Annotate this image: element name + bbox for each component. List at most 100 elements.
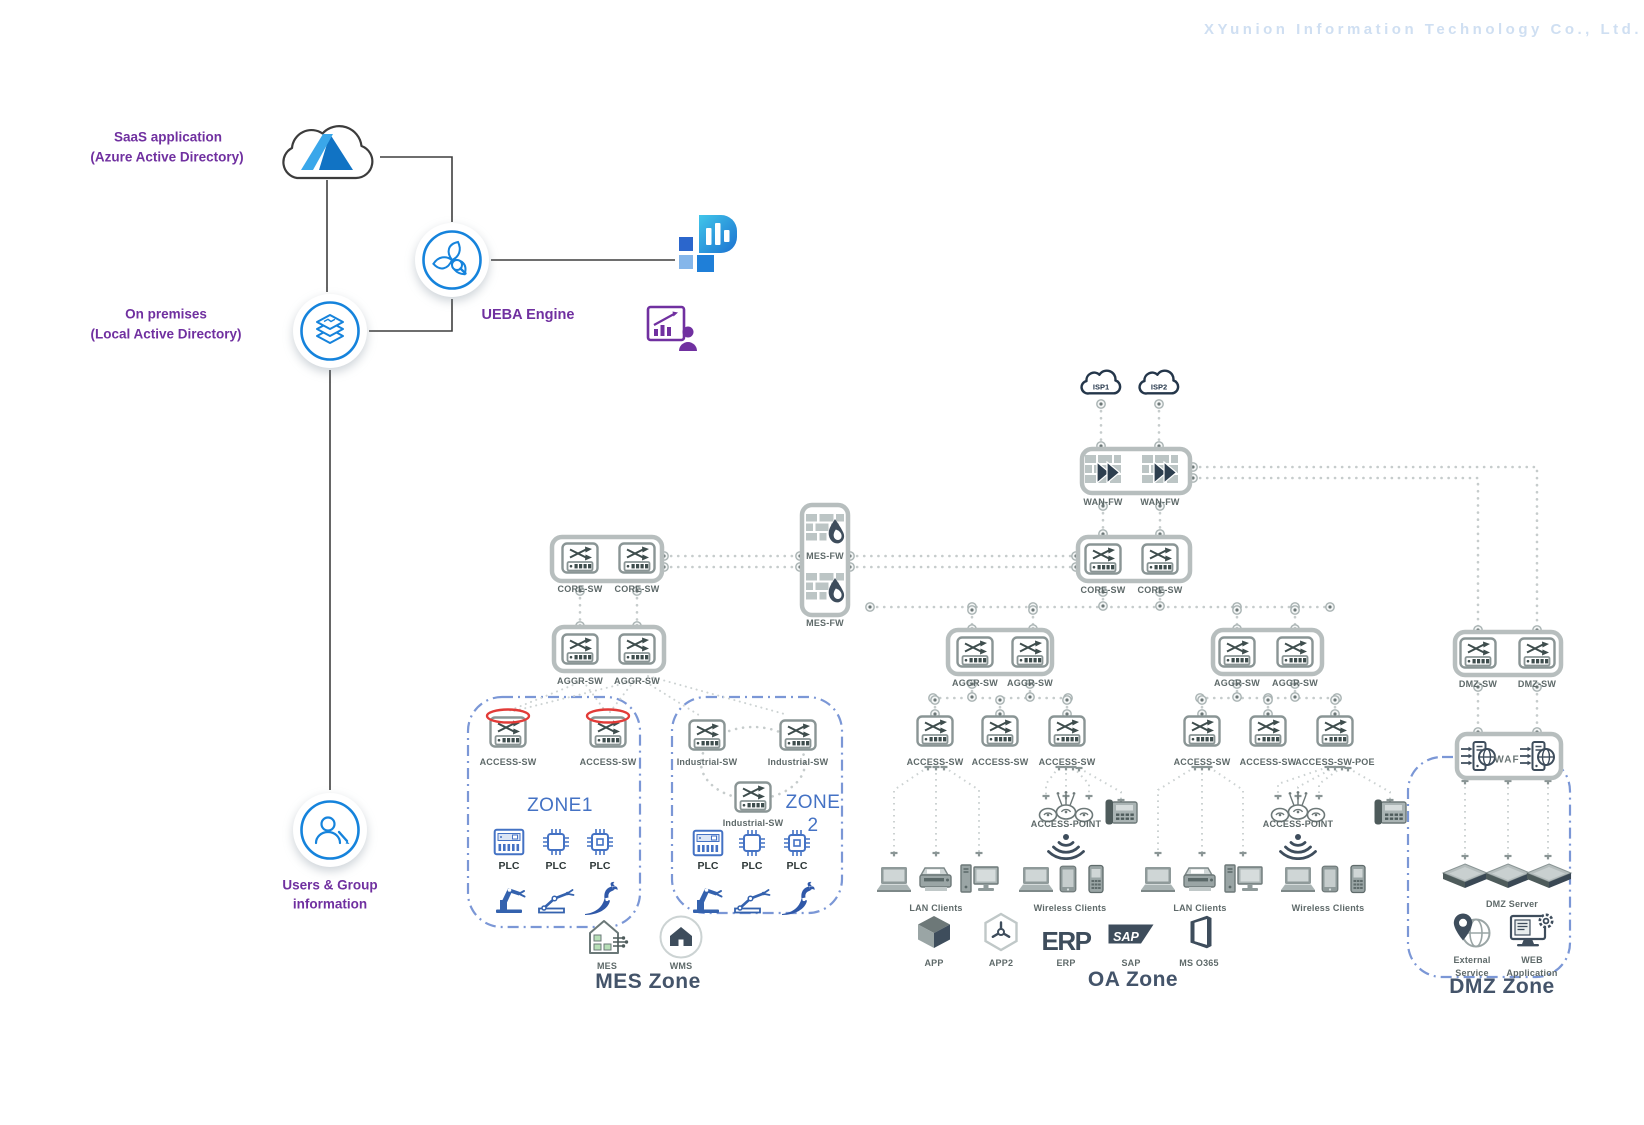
sw-icon xyxy=(1316,715,1354,747)
user-icon xyxy=(291,791,369,869)
sw-icon xyxy=(1459,637,1497,669)
mes-zone1-boundary xyxy=(466,695,642,929)
desktop-icon xyxy=(1224,864,1263,893)
desktop-icon xyxy=(960,864,999,893)
node-label: WAN-FW xyxy=(1140,497,1179,507)
laptop-icon xyxy=(1019,867,1053,892)
client-connector xyxy=(1078,767,1122,800)
plc3-icon xyxy=(783,829,811,857)
plc1-icon xyxy=(692,829,724,857)
plc2-icon xyxy=(542,828,570,856)
node-label: Service xyxy=(1455,968,1488,978)
node-label: MS O365 xyxy=(1179,958,1218,968)
hex-icon xyxy=(984,912,1018,952)
sw-icon xyxy=(1276,636,1314,668)
company-watermark: XYunion Information Technology Co., Ltd. xyxy=(1203,21,1642,38)
diagonal-links xyxy=(505,675,807,801)
cube-icon xyxy=(918,916,950,948)
fwwan-icon xyxy=(1141,454,1179,484)
node-labels: CORE-SW CORE-SW MES-FW MES-FW AGGR-SW AGGR-SW… xyxy=(480,383,1558,979)
node-label: ACCESS-POINT xyxy=(1031,819,1102,829)
robotb-icon xyxy=(733,888,771,914)
node-label: LAN Clients xyxy=(909,903,962,913)
server-icon xyxy=(1442,863,1488,889)
node-label: ACCESS-SW xyxy=(972,757,1029,767)
ipphone-icon xyxy=(1373,798,1407,826)
sw-icon xyxy=(1084,543,1122,575)
node-label: WAN-FW xyxy=(1083,497,1122,507)
dmz-zone-title: DMZ Zone xyxy=(1449,975,1555,998)
sw-icon xyxy=(1249,715,1287,747)
sw-icon xyxy=(916,715,954,747)
client-connector xyxy=(943,766,980,853)
robotc-icon xyxy=(782,881,815,915)
uebaperson-icon xyxy=(646,305,698,351)
node-label: Application xyxy=(1506,968,1557,978)
wifi-icon xyxy=(1047,832,1085,860)
ipphone-icon xyxy=(1104,798,1138,826)
oa-zone-title: OA Zone xyxy=(1087,968,1179,991)
client-connector xyxy=(1318,766,1343,796)
client-connector xyxy=(1277,766,1329,796)
solid-connector xyxy=(380,156,453,222)
onprem-label-line2: (Local Active Directory) xyxy=(90,326,242,342)
sw-icon xyxy=(956,636,994,668)
users-group-label-line1: Users & Group xyxy=(282,877,378,893)
wms-icon xyxy=(659,915,703,959)
saas-label-line1: SaaS application xyxy=(113,129,223,145)
saas-label-line2: (Azure Active Directory) xyxy=(90,149,244,165)
node-label: MES xyxy=(597,961,617,971)
meshouse-icon xyxy=(589,920,629,954)
zone2-number: 2 xyxy=(807,815,819,836)
plc1-icon xyxy=(493,828,525,856)
node-label: PLC xyxy=(499,860,520,872)
diagonal-connector xyxy=(609,680,635,713)
node-label: SAP xyxy=(1121,958,1140,968)
sw-icon xyxy=(734,781,772,813)
solid-links xyxy=(326,156,675,790)
sw-icon xyxy=(779,719,817,751)
node-label: APP xyxy=(924,958,943,968)
red-highlight xyxy=(485,708,531,724)
node-label: External xyxy=(1453,955,1490,965)
node-label: MES-FW xyxy=(806,551,844,561)
node-label: Industrial-SW xyxy=(768,757,829,767)
laptop-icon xyxy=(877,867,911,892)
dashed-links xyxy=(893,766,1549,856)
node-label: ACCESS-SW-POE xyxy=(1295,757,1374,767)
client-connector xyxy=(1157,766,1196,853)
o365-icon xyxy=(1190,915,1212,949)
client-connector xyxy=(1072,766,1090,796)
node-label: ACCESS-SW xyxy=(907,757,964,767)
node-label: PLC xyxy=(698,860,719,872)
zone1-label: ZONE1 xyxy=(527,795,593,816)
ueba-engine-label: UEBA Engine xyxy=(481,307,575,323)
client-connector xyxy=(1208,766,1244,853)
laptop-icon xyxy=(1281,867,1315,892)
node-label: APP2 xyxy=(989,958,1013,968)
mobile-icon xyxy=(1350,864,1366,894)
sw-icon xyxy=(618,542,656,574)
node-label: ACCESS-SW xyxy=(1240,757,1297,767)
link-markers xyxy=(575,399,1552,860)
robota-icon xyxy=(692,887,723,914)
diagonal-connector xyxy=(640,678,703,718)
node-label: CORE-SW xyxy=(1138,585,1183,595)
node-label: CORE-SW xyxy=(558,584,603,594)
azure-icon xyxy=(282,125,374,180)
mobile-icon xyxy=(1088,864,1104,894)
sw-icon xyxy=(1011,636,1049,668)
sw-icon xyxy=(561,542,599,574)
solid-connector xyxy=(369,299,453,332)
node-label: DMZ Server xyxy=(1486,899,1538,909)
dotted-links xyxy=(578,402,1539,734)
sw-icon xyxy=(1141,543,1179,575)
ring-connector xyxy=(699,725,807,801)
pinglobe-icon xyxy=(1452,912,1491,948)
dotted-connector xyxy=(1191,465,1539,632)
zone-boundaries xyxy=(466,695,1572,979)
node-label: PLC xyxy=(546,860,567,872)
node-label: ACCESS-SW xyxy=(480,757,537,767)
